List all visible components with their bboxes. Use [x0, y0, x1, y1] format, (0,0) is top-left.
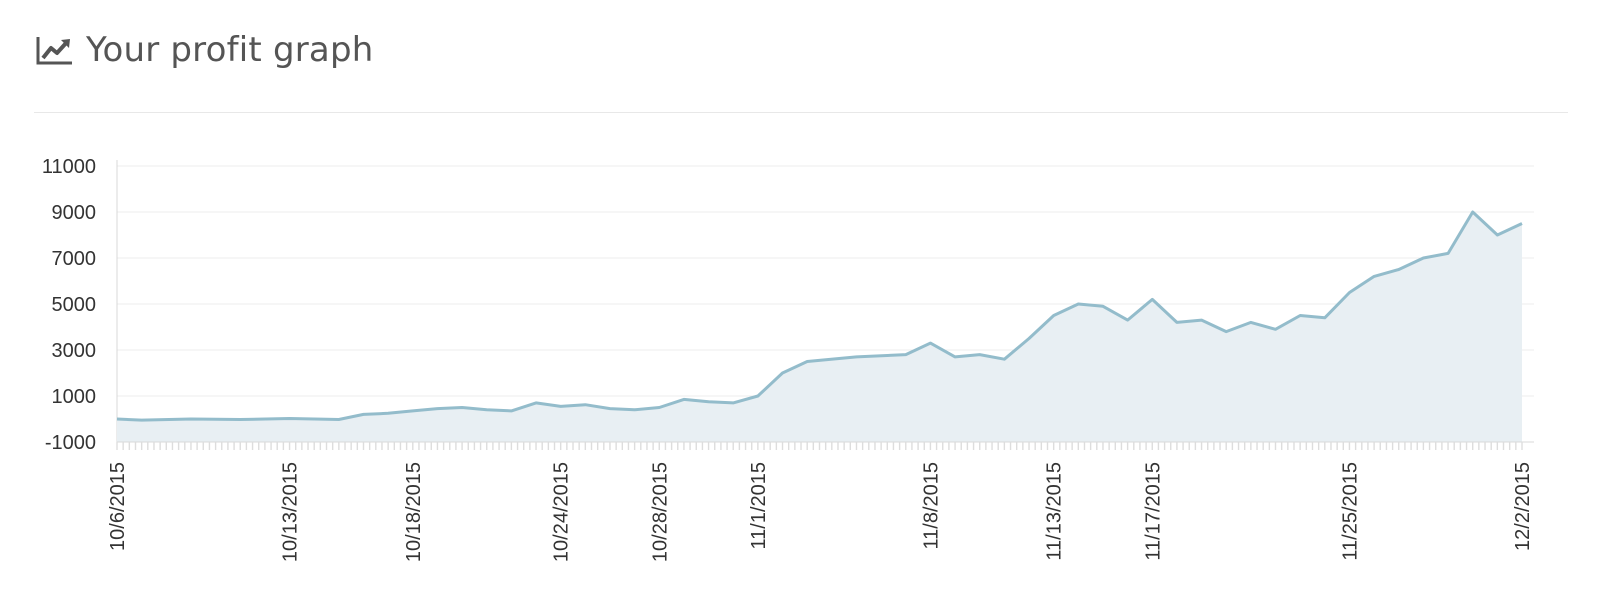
x-tick-label: 11/17/2015 — [1142, 462, 1164, 561]
x-tick-label: 11/8/2015 — [920, 462, 942, 550]
series-line — [116, 210, 1523, 422]
series-area — [117, 212, 1522, 442]
x-tick-label: 12/2/2015 — [1512, 462, 1534, 551]
chart-header: Your profit graph — [36, 30, 374, 70]
x-tick-label: 11/1/2015 — [748, 462, 770, 550]
y-tick-label: 3000 — [52, 340, 97, 362]
x-tick-label: 11/13/2015 — [1044, 462, 1066, 561]
y-tick-label: 7000 — [52, 248, 97, 270]
y-tick-label: 5000 — [52, 294, 97, 316]
x-tick-label: 10/13/2015 — [280, 462, 302, 562]
x-tick-label: 10/28/2015 — [649, 462, 671, 562]
y-tick-label: 1000 — [52, 386, 97, 408]
x-tick-label: 11/25/2015 — [1339, 462, 1361, 561]
y-tick-label: 11000 — [42, 156, 96, 178]
header-divider — [34, 112, 1568, 113]
profit-chart: -1000 1000 3000 5000 7000 9000 11000 10/6/2015 1… — [42, 156, 1534, 562]
x-tick-label: 10/24/2015 — [551, 462, 573, 562]
line-chart-icon — [36, 37, 72, 65]
y-tick-label: 9000 — [52, 202, 97, 224]
y-tick-label: -1000 — [45, 432, 96, 454]
x-tick-label: 10/6/2015 — [107, 462, 129, 551]
x-tick-label: 10/18/2015 — [403, 462, 425, 562]
page-title: Your profit graph — [86, 30, 374, 70]
